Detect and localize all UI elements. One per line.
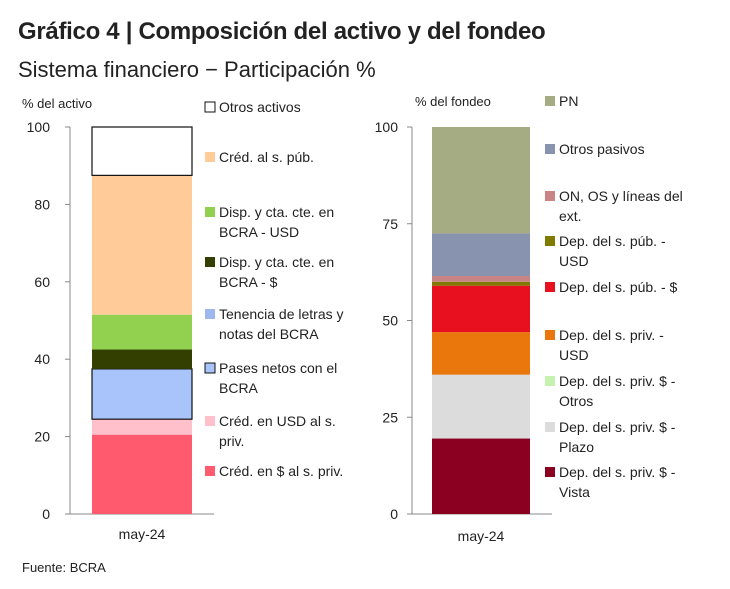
chart2-legend-label-line: Dep. del s. púb. - $	[559, 279, 678, 295]
chart2-legend-label-dep-del-s-pub: Dep. del s. púb. - $	[559, 279, 678, 295]
chart2-legend-label-line: Plazo	[559, 439, 594, 455]
chart1-x-category-label: may-24	[119, 526, 166, 542]
chart1-legend-label-cred-en-al-s-priv: Créd. en $ al s. priv.	[219, 463, 343, 479]
chart1-legend-swatch-otros-activos	[204, 101, 216, 113]
chart1-legend-label-line: priv.	[219, 433, 244, 449]
chart1-legend-label-line: BCRA - USD	[219, 224, 299, 240]
chart2-legend-swatch-dep-del-s-pub	[545, 282, 555, 292]
chart2-legend-label-pn: PN	[559, 93, 578, 109]
chart1-legend-label-line: Disp. y cta. cte. en	[219, 254, 334, 270]
chart2-bar-segment-dep-del-s-pub-usd	[432, 281, 530, 286]
chart1-bar-segment-otros-activos	[91, 126, 193, 176]
chart2-legend-label-line: PN	[559, 93, 578, 109]
chart2-y-axis-label: % del fondeo	[415, 94, 491, 109]
chart1-y-tick-label: 60	[34, 274, 50, 290]
chart2-legend-swatch-otros-pasivos	[545, 144, 555, 154]
chart2-legend-swatch-dep-del-s-pub-usd	[545, 236, 555, 246]
chart2-y-tick-label: 50	[382, 313, 398, 329]
chart1-y-tick-label: 80	[34, 196, 50, 212]
chart2-legend-label-line: ON, OS y líneas del	[559, 188, 683, 204]
chart2-legend-label-line: USD	[559, 347, 589, 363]
chart1-bar-segment-cred-al-s-pub	[92, 175, 192, 315]
chart1-legend-label-otros-activos: Otros activos	[219, 99, 301, 115]
chart2-bar-segment-on-os-y-lineas-del-ext	[432, 275, 530, 282]
chart-subtitle: Sistema financiero − Participación %	[18, 57, 376, 82]
chart1-bar-segment-disp-y-cta-cte-en-bcra	[92, 349, 192, 369]
chart1-bar-segment-disp-y-cta-cte-en-bcra-usd	[92, 314, 192, 350]
chart1-legend-swatch-disp-y-cta-cte-en-bcra-usd	[205, 207, 215, 217]
chart2-y-tick-label: 100	[375, 119, 399, 135]
chart1-legend-swatch-disp-y-cta-cte-en-bcra	[205, 257, 215, 267]
chart2-legend-label-otros-pasivos: Otros pasivos	[559, 141, 645, 157]
chart2-legend-label-line: ext.	[559, 208, 582, 224]
chart2-legend-label-on-os-y-lineas-del-ext: ON, OS y líneas del ext.	[559, 188, 683, 224]
chart2-bar-segment-otros-pasivos	[432, 233, 530, 276]
chart1-legend-label-tenencia-de-letras-y-notas-del-bcra: Tenencia de letras y notas del BCRA	[219, 306, 344, 342]
chart2-legend-swatch-dep-del-s-priv-plazo	[545, 422, 555, 432]
chart1-legend-label-cred-al-s-pub: Créd. al s. púb.	[219, 149, 314, 165]
chart1-legend-label-cred-en-usd-al-s-priv: Créd. en USD al s. priv.	[219, 413, 336, 449]
chart1-legend-label-line: Créd. al s. púb.	[219, 149, 314, 165]
chart1-y-tick-label: 20	[34, 429, 50, 445]
chart1-legend-label-line: BCRA - $	[219, 274, 278, 290]
chart1-legend-label-line: Créd. en USD al s.	[219, 413, 336, 429]
chart2-legend-label-line: Dep. del s. priv. $ -	[559, 373, 676, 389]
source-note: Fuente: BCRA	[22, 560, 106, 575]
chart1-legend-label-line: Disp. y cta. cte. en	[219, 204, 334, 220]
chart1-bar-segment-pases-netos-con-el-bcra	[91, 368, 193, 420]
chart1-legend-label-line: Tenencia de letras y	[219, 306, 344, 322]
chart2-legend-label-dep-del-s-priv-vista: Dep. del s. priv. $ - Vista	[559, 464, 676, 500]
chart1-legend-label-line: Pases netos con el	[219, 360, 337, 376]
chart2-legend-swatch-dep-del-s-priv-usd	[545, 330, 555, 340]
chart2-legend-label-line: USD	[559, 253, 589, 269]
chart1-y-tick-label: 100	[27, 119, 51, 135]
chart2-legend-swatch-dep-del-s-priv-otros	[545, 376, 555, 386]
chart1-legend-swatch-cred-en-usd-al-s-priv	[205, 416, 215, 426]
chart-title: Gráfico 4 | Composición del activo y del…	[18, 18, 546, 45]
chart2-bar-segment-pn	[432, 127, 530, 234]
chart1-legend-label-pases-netos-con-el-bcra: Pases netos con el BCRA	[219, 360, 337, 396]
chart2-legend-label-dep-del-s-priv-usd: Dep. del s. priv. - USD	[559, 327, 664, 363]
chart2-x-category-label: may-24	[458, 528, 505, 544]
chart1-legend-swatch-cred-al-s-pub	[205, 152, 215, 162]
chart1-legend-label-disp-y-cta-cte-en-bcra: Disp. y cta. cte. en BCRA - $	[219, 254, 334, 290]
chart2-legend-label-line: Otros	[559, 393, 593, 409]
chart2-legend-swatch-on-os-y-lineas-del-ext	[545, 191, 555, 201]
chart1-legend-label-line: Otros activos	[219, 99, 301, 115]
chart1-legend-label-line: Créd. en $ al s. priv.	[219, 463, 343, 479]
chart1-legend-swatch-tenencia-de-letras-y-notas-del-bcra	[205, 309, 215, 319]
chart1-bar-segment-cred-en-usd-al-s-priv	[92, 419, 192, 435]
chart2-bar-segment-dep-del-s-priv-plazo	[432, 374, 530, 439]
chart1-legend-label-line: notas del BCRA	[219, 326, 319, 342]
chart2-bar-segment-dep-del-s-priv-usd	[432, 332, 530, 375]
chart2-legend-label-dep-del-s-priv-otros: Dep. del s. priv. $ - Otros	[559, 373, 676, 409]
chart1-legend-swatch-pases-netos-con-el-bcra	[204, 362, 216, 374]
chart1-y-tick-label: 0	[42, 506, 50, 522]
chart2-y-tick-label: 75	[382, 216, 398, 232]
chart1-legend-swatch-cred-en-al-s-priv	[205, 466, 215, 476]
chart2-legend-label-line: Otros pasivos	[559, 141, 645, 157]
chart2-bar-segment-dep-del-s-pub	[432, 285, 530, 333]
chart2-bar-segment-dep-del-s-priv-vista	[432, 438, 530, 514]
chart2-legend-label-dep-del-s-priv-plazo: Dep. del s. priv. $ - Plazo	[559, 419, 676, 455]
chart2-legend-label-line: Dep. del s. púb. -	[559, 233, 666, 249]
chart1-y-tick-label: 40	[34, 351, 50, 367]
chart2-legend-swatch-pn	[545, 96, 555, 106]
chart2-legend-label-line: Dep. del s. priv. -	[559, 327, 664, 343]
chart2-legend-label-dep-del-s-pub-usd: Dep. del s. púb. - USD	[559, 233, 666, 269]
chart2-legend-label-line: Vista	[559, 484, 590, 500]
chart2-legend-label-line: Dep. del s. priv. $ -	[559, 464, 676, 480]
chart2-y-tick-label: 25	[382, 409, 398, 425]
chart1-legend-label-line: BCRA	[219, 380, 259, 396]
chart1-y-axis-label: % del activo	[22, 96, 92, 111]
chart2-y-tick-label: 0	[390, 506, 398, 522]
chart2-legend-label-line: Dep. del s. priv. $ -	[559, 419, 676, 435]
chart2-legend-swatch-dep-del-s-priv-vista	[545, 467, 555, 477]
chart1-legend-label-disp-y-cta-cte-en-bcra-usd: Disp. y cta. cte. en BCRA - USD	[219, 204, 334, 240]
chart1-bar-segment-cred-en-al-s-priv	[92, 434, 192, 514]
